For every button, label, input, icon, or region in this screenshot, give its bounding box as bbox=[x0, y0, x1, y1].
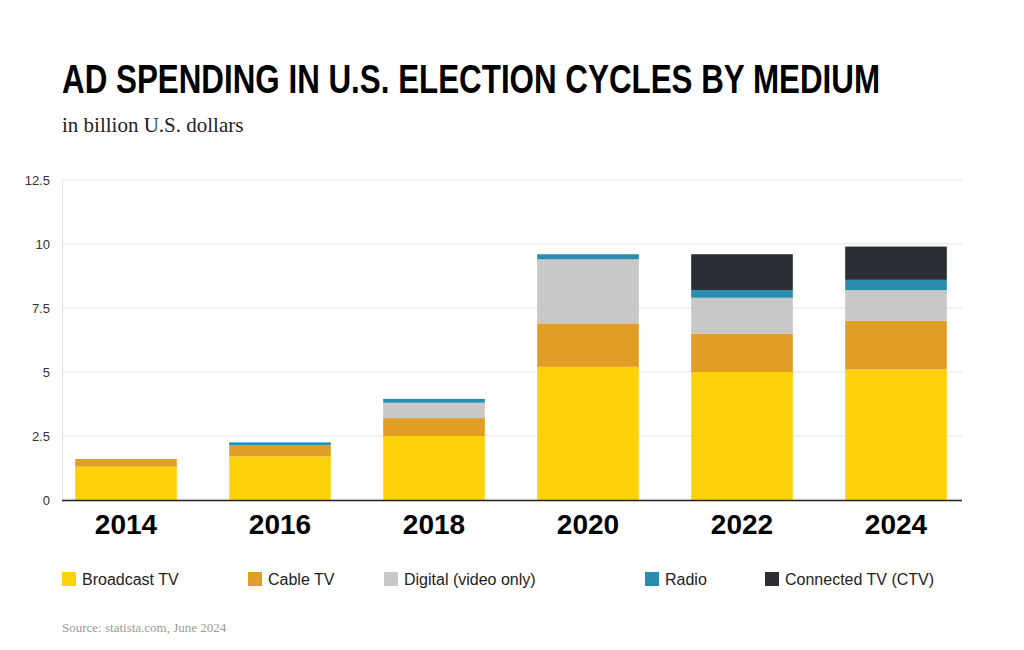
bar-segment bbox=[537, 254, 639, 255]
bar-segment bbox=[691, 334, 793, 372]
x-tick-label: 2014 bbox=[95, 509, 158, 540]
bar-segment bbox=[691, 298, 793, 334]
legend-label: Radio bbox=[665, 571, 707, 588]
legend-label: Cable TV bbox=[268, 571, 335, 588]
y-axis-line bbox=[62, 181, 63, 501]
bar-segment bbox=[845, 247, 947, 280]
source: Source: statista.com, June 2024 bbox=[62, 620, 227, 635]
x-tick: 2024 bbox=[865, 500, 928, 540]
legend-item: Connected TV (CTV) bbox=[765, 571, 934, 588]
bar-segment bbox=[537, 254, 639, 259]
bar-segment bbox=[383, 403, 485, 418]
grid-line bbox=[62, 436, 962, 437]
bar-segment bbox=[537, 323, 639, 367]
bar-segment bbox=[229, 442, 331, 445]
grid-line bbox=[62, 500, 962, 501]
bar-segment bbox=[691, 254, 793, 290]
legend-swatch bbox=[765, 572, 779, 586]
x-axis-line bbox=[62, 500, 962, 502]
x-tick-label: 2016 bbox=[249, 509, 311, 540]
x-tick: 2022 bbox=[711, 500, 773, 540]
x-tick: 2018 bbox=[403, 500, 465, 540]
subtitle: in billion U.S. dollars bbox=[62, 113, 243, 137]
y-tick: 10 bbox=[36, 237, 62, 252]
legend-item: Cable TV bbox=[248, 571, 335, 588]
bar-segment bbox=[75, 467, 177, 500]
grid-line bbox=[62, 180, 962, 181]
bar-segment bbox=[75, 459, 177, 460]
title: AD SPENDING IN U.S. ELECTION CYCLES BY M… bbox=[62, 57, 880, 101]
bar-segment bbox=[537, 367, 639, 500]
bar-segment bbox=[537, 259, 639, 323]
legend-label: Digital (video only) bbox=[404, 571, 536, 588]
y-axis: 0 2.5 5 7.5 10 12.5 bbox=[25, 173, 63, 508]
bar-segment bbox=[691, 372, 793, 500]
y-tick: 12.5 bbox=[25, 173, 62, 188]
x-tick: 2020 bbox=[557, 500, 619, 540]
chart: AD SPENDING IN U.S. ELECTION CYCLES BY M… bbox=[0, 0, 1024, 650]
bars bbox=[75, 247, 947, 500]
y-tick-label: 2.5 bbox=[32, 429, 50, 444]
bar-segment bbox=[383, 399, 485, 403]
bar-segment bbox=[845, 321, 947, 370]
legend-swatch bbox=[248, 572, 262, 586]
y-tick: 2.5 bbox=[32, 429, 62, 444]
legend-swatch bbox=[62, 572, 76, 586]
x-tick-label: 2018 bbox=[403, 509, 465, 540]
grid bbox=[62, 180, 962, 500]
x-tick-label: 2022 bbox=[711, 509, 773, 540]
bar-segment bbox=[75, 459, 177, 467]
bar-segment bbox=[229, 445, 331, 457]
x-tick-label: 2020 bbox=[557, 509, 619, 540]
bar-segment bbox=[229, 456, 331, 500]
background bbox=[0, 0, 1024, 650]
grid-line bbox=[62, 372, 962, 373]
y-tick-label: 5 bbox=[43, 365, 50, 380]
legend-label: Broadcast TV bbox=[82, 571, 179, 588]
grid-line bbox=[62, 308, 962, 309]
legend-swatch bbox=[645, 572, 659, 586]
y-tick: 5 bbox=[43, 365, 62, 380]
y-tick-label: 7.5 bbox=[32, 301, 50, 316]
x-tick: 2014 bbox=[95, 500, 158, 540]
y-tick-label: 12.5 bbox=[25, 173, 50, 188]
legend-label: Connected TV (CTV) bbox=[785, 571, 934, 588]
grid-line bbox=[62, 244, 962, 245]
y-tick: 7.5 bbox=[32, 301, 62, 316]
bar-segment bbox=[845, 280, 947, 290]
bar-segment bbox=[383, 398, 485, 399]
y-tick-label: 10 bbox=[36, 237, 50, 252]
bar-segment bbox=[845, 369, 947, 500]
legend-item: Broadcast TV bbox=[62, 571, 179, 588]
bar-segment bbox=[75, 459, 177, 460]
legend-swatch bbox=[384, 572, 398, 586]
y-tick-label: 0 bbox=[43, 493, 50, 508]
legend-item: Radio bbox=[645, 571, 707, 588]
legend: Broadcast TV Cable TV Digital (video only)… bbox=[62, 571, 934, 588]
x-tick: 2016 bbox=[249, 500, 311, 540]
x-tick-label: 2024 bbox=[865, 509, 928, 540]
bar-segment bbox=[75, 459, 177, 460]
legend-item: Digital (video only) bbox=[384, 571, 536, 588]
bar-segment bbox=[383, 436, 485, 500]
bar-segment bbox=[383, 418, 485, 436]
bar-segment bbox=[229, 442, 331, 443]
x-axis: 2014 2016 2018 2020 2022 2024 bbox=[62, 500, 962, 540]
bar-segment bbox=[845, 290, 947, 321]
y-tick: 0 bbox=[43, 493, 62, 508]
bar-segment bbox=[691, 290, 793, 298]
